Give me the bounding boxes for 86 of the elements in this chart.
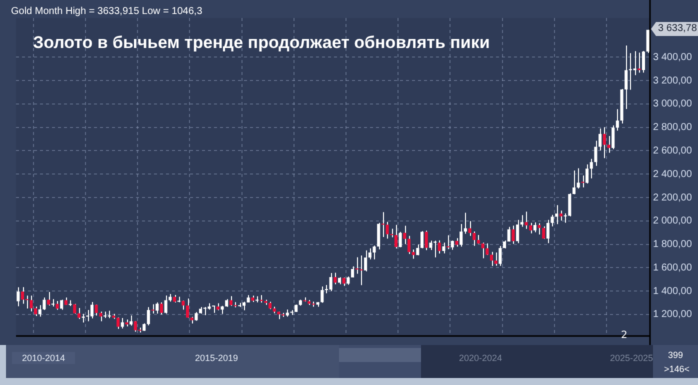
candlestick xyxy=(329,272,332,292)
y-tick-label: 1 800,00 xyxy=(653,239,692,250)
candlestick xyxy=(34,306,38,316)
candlestick xyxy=(355,256,358,274)
candlestick xyxy=(51,298,54,308)
candlestick xyxy=(529,222,532,234)
candlestick xyxy=(576,168,580,190)
candlestick xyxy=(550,214,554,227)
y-tick-label: 1 600,00 xyxy=(653,262,692,274)
y-tick-label: 3 200,00 xyxy=(653,75,692,86)
text: 2010-2014 xyxy=(12,352,76,364)
candlestick xyxy=(229,296,232,306)
candlestick xyxy=(120,317,124,330)
text: 2025-2025 xyxy=(609,352,654,364)
y-tick-label: 2 200,00 xyxy=(653,192,692,204)
candlestick xyxy=(555,204,558,225)
candlestick xyxy=(320,286,324,304)
candlestick xyxy=(372,245,376,260)
candlestick xyxy=(498,245,502,266)
candlestick xyxy=(612,124,615,150)
candlestick xyxy=(516,219,520,244)
y-tick-label: 2 800,00 xyxy=(653,122,692,134)
y-tick-label: 2 400,00 xyxy=(653,168,692,180)
candlestick xyxy=(633,50,636,76)
candlestick xyxy=(212,306,216,314)
candlestick xyxy=(616,108,619,132)
candlestick xyxy=(512,225,515,244)
y-tick-label: 1 200,00 xyxy=(653,309,692,320)
candlestick xyxy=(524,211,528,230)
candlestick xyxy=(434,240,437,258)
candlestick xyxy=(351,266,354,278)
annotation: 2 xyxy=(621,330,628,341)
candlestick xyxy=(533,222,536,233)
candlestick xyxy=(182,300,185,310)
y-tick-label: 1 400,00 xyxy=(653,286,692,297)
candlestick xyxy=(116,316,120,330)
candlestick xyxy=(546,219,550,244)
candlestick xyxy=(442,242,446,254)
candlestick xyxy=(398,231,402,248)
candlestick xyxy=(429,240,432,251)
candlestick xyxy=(108,310,111,319)
text: 2015-2019 xyxy=(194,352,240,364)
candlestick xyxy=(99,311,102,322)
candlestick xyxy=(30,295,33,312)
candlestick xyxy=(490,251,494,266)
candlestick xyxy=(646,29,650,54)
candlestick xyxy=(642,50,646,74)
candlestick xyxy=(460,223,463,248)
candlestick xyxy=(590,158,593,179)
text: 2020-2024 xyxy=(458,352,504,364)
y-tick-label: 3 400,00 xyxy=(653,52,692,63)
text: 399 xyxy=(668,350,684,360)
candlestick xyxy=(130,315,133,326)
candlestick xyxy=(586,164,589,184)
text: Золото в бычьем тренде продолжает обновлять пики xyxy=(33,33,490,53)
candlestick xyxy=(73,303,76,314)
candlestick xyxy=(60,299,64,310)
candlestick xyxy=(156,302,159,314)
y-tick-label: 3 000,00 xyxy=(653,98,692,110)
candlestick xyxy=(377,222,380,250)
candlestick xyxy=(364,250,368,272)
candlestick xyxy=(90,301,94,319)
text: >146< xyxy=(664,364,690,374)
candlestick xyxy=(468,220,472,236)
candlestick xyxy=(146,306,150,326)
candlestick xyxy=(424,230,428,251)
candlestick xyxy=(542,226,546,240)
y-tick-label: 2 600,00 xyxy=(653,145,692,156)
candlestick xyxy=(602,126,606,159)
candlestick xyxy=(20,286,24,304)
candlestick xyxy=(164,295,168,314)
candlestick xyxy=(94,304,98,316)
candlestick xyxy=(481,242,484,259)
candlestick xyxy=(386,221,389,240)
chart-subtitle: Gold Month High = 3633,915 Low = 1046,3 xyxy=(11,6,202,17)
candlestick xyxy=(638,52,641,74)
y-tick-label: 2 000,00 xyxy=(653,216,692,227)
candlestick xyxy=(538,222,541,235)
candlestick xyxy=(450,240,454,250)
candlestick xyxy=(494,252,498,266)
candlestick xyxy=(464,212,467,234)
candlestick xyxy=(186,298,190,318)
candlestick xyxy=(16,286,20,307)
candlestick xyxy=(486,242,489,256)
candlestick xyxy=(360,255,363,286)
candlestick xyxy=(412,248,415,260)
